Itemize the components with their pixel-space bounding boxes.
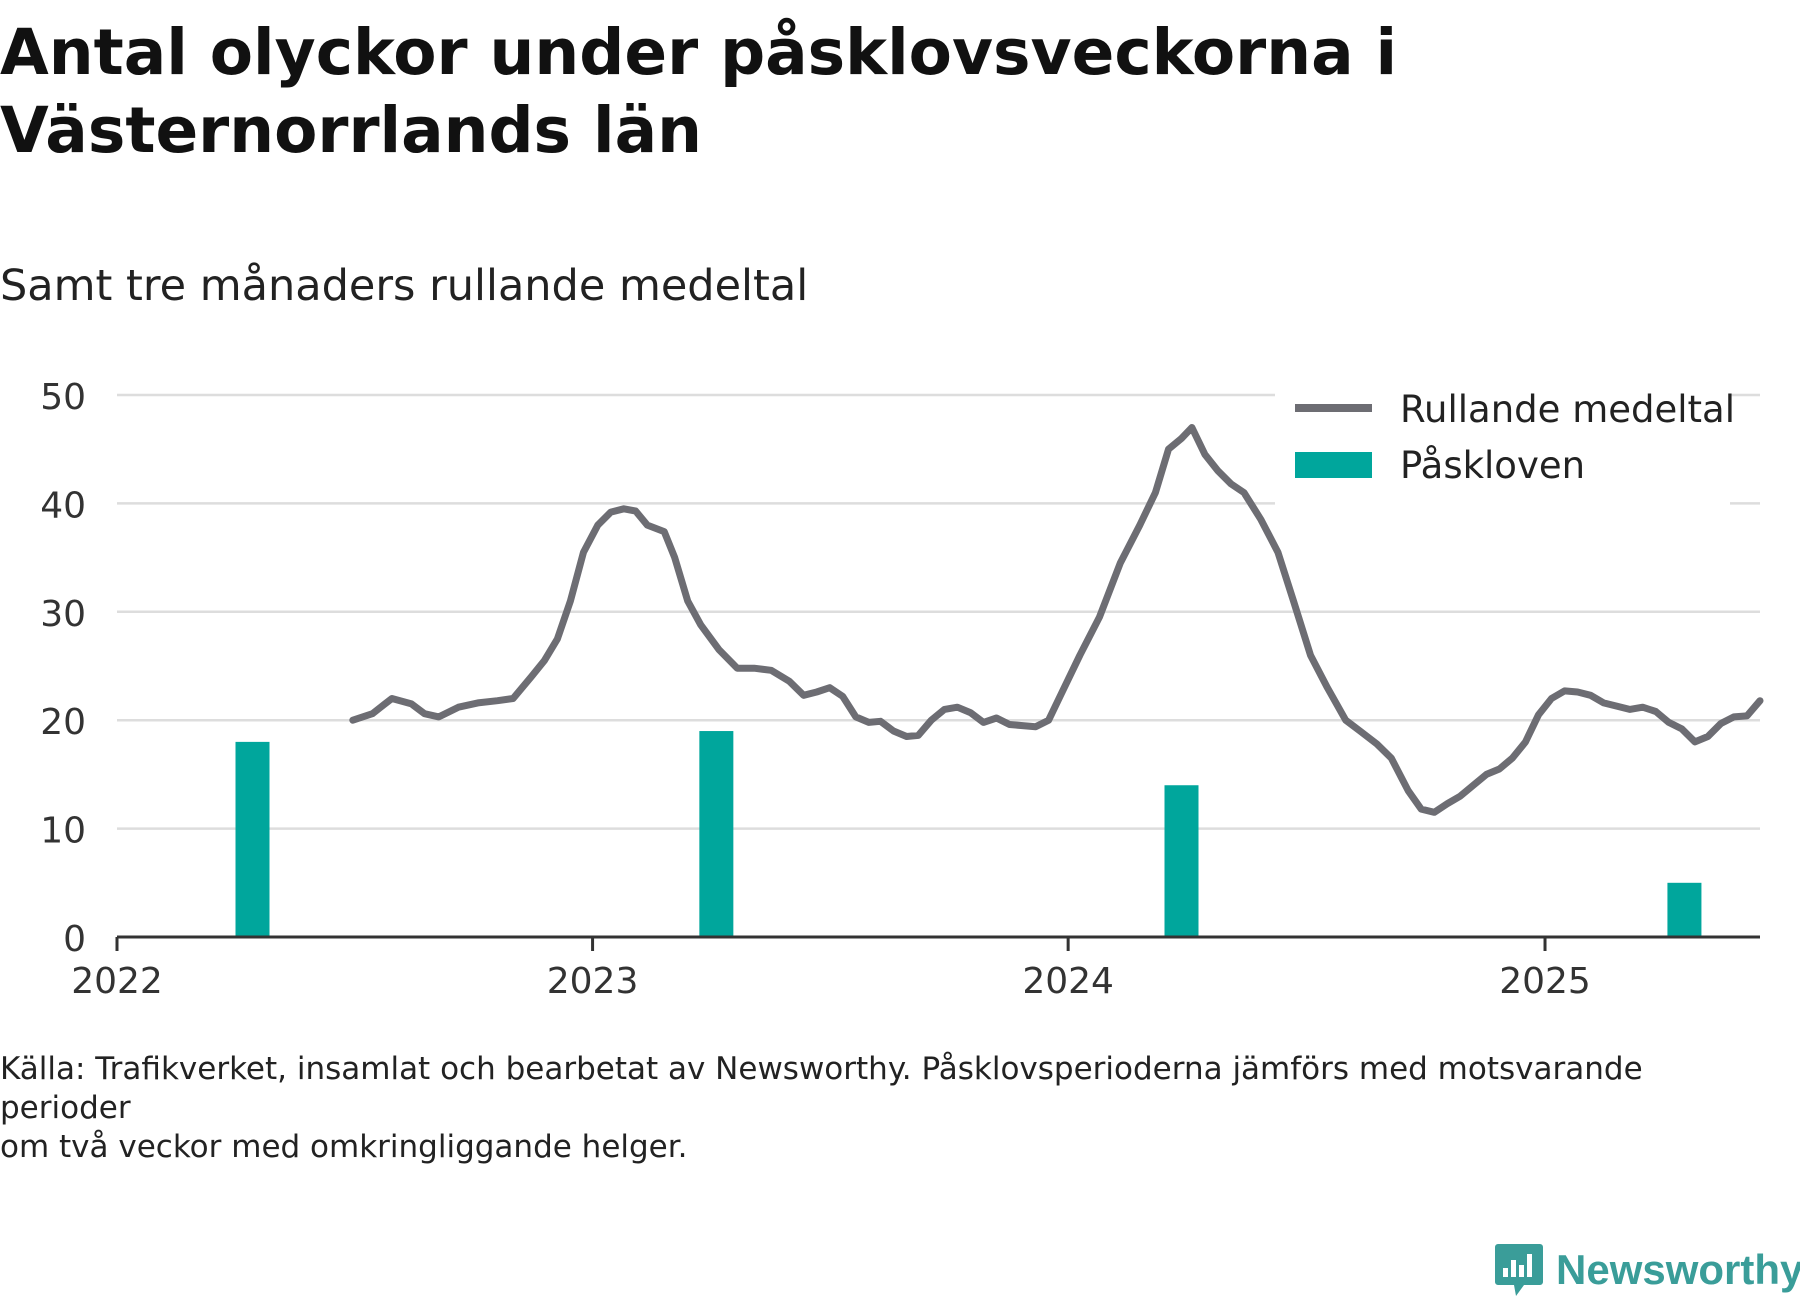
source-line-2: om två veckor med omkringliggande helger… bbox=[0, 1129, 688, 1165]
bar-series bbox=[235, 731, 1702, 937]
line-series bbox=[349, 424, 1764, 816]
rolling-average-line bbox=[349, 424, 1764, 816]
y-tick-label-40: 40 bbox=[40, 485, 86, 526]
bar-2023 bbox=[699, 731, 734, 937]
legend-bar-swatch bbox=[1295, 452, 1372, 478]
logo-text: Newsworthy bbox=[1556, 1246, 1800, 1293]
newsworthy-logo: Newsworthy bbox=[1494, 1240, 1800, 1300]
x-tick-label-2023: 2023 bbox=[547, 961, 639, 1002]
y-tick-label-20: 20 bbox=[40, 702, 86, 743]
source-line-1: Källa: Trafikverket, insamlat och bearbe… bbox=[0, 1051, 1643, 1126]
chart-canvas: 0 10 20 30 40 50 2022 2023 2024 2025 Rullande med… bbox=[40, 377, 1764, 1002]
axes: 0 10 20 30 40 50 2022 2023 2024 2025 bbox=[40, 377, 1760, 1002]
bar-2022 bbox=[235, 741, 270, 937]
legend: Rullande medeltal Påskloven bbox=[1275, 385, 1735, 510]
bar-2024 bbox=[1164, 785, 1199, 937]
x-tick-label-2022: 2022 bbox=[71, 961, 163, 1002]
y-tick-label-10: 10 bbox=[40, 811, 86, 852]
legend-label-paskloven: Påskloven bbox=[1400, 444, 1585, 487]
legend-label-rullande: Rullande medeltal bbox=[1400, 388, 1735, 431]
chart-title: Antal olyckor under påsklovsveckorna i V… bbox=[0, 16, 1398, 167]
chart-subtitle: Samt tre månaders rullande medeltal bbox=[0, 261, 809, 311]
source-note: Källa: Trafikverket, insamlat och bearbe… bbox=[0, 1050, 1720, 1167]
logo-icon bbox=[1495, 1244, 1543, 1296]
x-tick-label-2025: 2025 bbox=[1499, 961, 1591, 1002]
bar-2025 bbox=[1667, 882, 1702, 937]
y-tick-label-30: 30 bbox=[40, 594, 86, 635]
y-tick-label-0: 0 bbox=[63, 919, 86, 960]
x-tick-label-2024: 2024 bbox=[1022, 961, 1114, 1002]
y-tick-label-50: 50 bbox=[40, 377, 86, 418]
